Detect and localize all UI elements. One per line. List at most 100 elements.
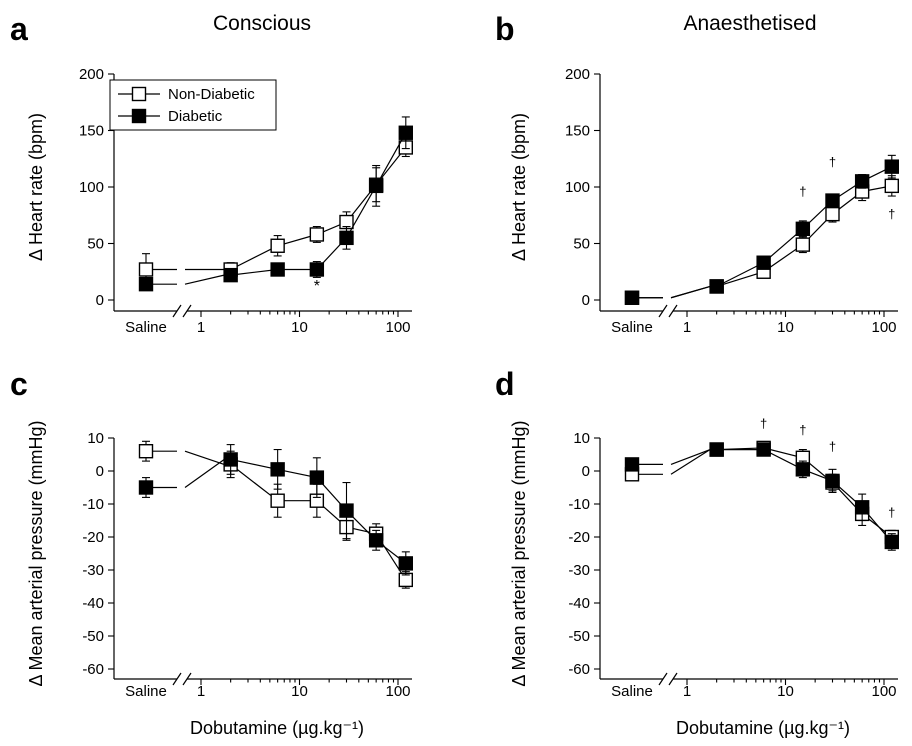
axis-break-mark (182, 304, 192, 318)
x-tick-label-saline: Saline (611, 319, 653, 336)
data-point-non-diabetic (795, 237, 811, 252)
data-point-diabetic (270, 462, 285, 477)
panel-letter: b (495, 11, 515, 47)
significance-mark: * (314, 278, 320, 295)
y-tick-label: 0 (96, 292, 104, 309)
data-point-diabetic (795, 221, 811, 237)
x-tick-label: 10 (291, 683, 308, 700)
significance-mark: † (799, 184, 806, 199)
x-tick-label-saline: Saline (125, 683, 167, 700)
data-point-diabetic (756, 255, 771, 270)
data-point-non-diabetic (270, 238, 285, 253)
y-tick-label: 0 (582, 292, 590, 309)
series-connector-first (670, 285, 711, 299)
y-tick-label: -30 (568, 562, 590, 579)
data-point-diabetic (138, 480, 154, 495)
x-axis-label: Dobutamine (µg.kg⁻¹) (676, 718, 850, 738)
panel-letter: d (495, 366, 515, 402)
data-point-diabetic (309, 262, 325, 277)
y-tick-label: 10 (573, 430, 590, 447)
data-point-diabetic (854, 500, 870, 515)
axis-break-mark (668, 304, 678, 318)
data-point-non-diabetic (884, 178, 899, 194)
data-point-diabetic (398, 556, 413, 571)
y-tick-label: 10 (87, 430, 104, 447)
significance-mark: † (888, 505, 895, 520)
panel-letter: a (10, 11, 28, 47)
y-tick-label: -50 (82, 628, 104, 645)
series-connector-first (670, 448, 711, 465)
data-point-diabetic (825, 473, 840, 489)
y-tick-label: -20 (568, 529, 590, 546)
series-connector-first (670, 449, 711, 475)
data-point-diabetic (624, 457, 640, 472)
data-point-non-diabetic (825, 206, 840, 222)
y-tick-label: -60 (568, 661, 590, 678)
significance-mark: † (829, 155, 836, 170)
data-point-diabetic (138, 276, 154, 292)
significance-mark: † (799, 423, 806, 438)
data-point-diabetic (624, 290, 640, 305)
legend-label: Diabetic (168, 108, 223, 125)
significance-mark: † (760, 416, 767, 431)
y-tick-label: -30 (82, 562, 104, 579)
x-tick-label: 100 (385, 683, 410, 700)
series-connector-first (184, 450, 225, 465)
x-tick-label: 10 (777, 319, 794, 336)
data-point-diabetic (339, 503, 354, 518)
data-point-non-diabetic (138, 262, 154, 277)
axis-break-mark (172, 672, 182, 686)
y-axis-label: Δ Heart rate (bpm) (26, 113, 46, 261)
series-connector-first (184, 274, 225, 285)
panel-title: Anaesthetised (683, 12, 816, 35)
x-tick-label: 100 (871, 319, 896, 336)
x-tick-label: 10 (777, 683, 794, 700)
data-point-diabetic (709, 279, 724, 294)
y-tick-label: 200 (565, 66, 590, 83)
y-tick-label: -20 (82, 529, 104, 546)
data-point-diabetic (368, 178, 384, 194)
y-axis-label: Δ Mean arterial pressure (mmHg) (26, 420, 46, 686)
series-connector-first (184, 458, 225, 488)
x-tick-label: 1 (683, 683, 691, 700)
data-point-diabetic (223, 267, 238, 283)
data-point-diabetic (309, 470, 325, 485)
axis-break-mark (668, 672, 678, 686)
x-tick-label: 1 (197, 319, 205, 336)
data-point-diabetic (795, 462, 811, 477)
x-tick-label: 1 (683, 319, 691, 336)
legend-marker-non-diabetic (131, 86, 147, 102)
data-point-diabetic (854, 174, 870, 189)
data-point-diabetic (339, 230, 354, 246)
x-axis-label: Dobutamine (µg.kg⁻¹) (190, 718, 364, 738)
y-tick-label: 0 (582, 463, 590, 480)
x-tick-label-saline: Saline (125, 319, 167, 336)
y-tick-label: -40 (82, 595, 104, 612)
y-tick-label: -40 (568, 595, 590, 612)
data-point-diabetic (368, 533, 384, 548)
legend-label: Non-Diabetic (168, 86, 255, 103)
axis-break-mark (658, 304, 668, 318)
x-tick-label-saline: Saline (611, 683, 653, 700)
x-tick-label: 100 (871, 683, 896, 700)
axis-break-mark (658, 672, 668, 686)
y-axis-label: Δ Mean arterial pressure (mmHg) (509, 420, 529, 686)
data-point-diabetic (270, 262, 285, 277)
axis-break-mark (182, 672, 192, 686)
y-tick-label: 50 (573, 236, 590, 253)
data-point-non-diabetic (270, 493, 285, 508)
axis-break-mark (172, 304, 182, 318)
y-tick-label: -10 (568, 496, 590, 513)
x-tick-label: 100 (385, 319, 410, 336)
data-point-diabetic (398, 125, 413, 140)
y-tick-label: 0 (96, 463, 104, 480)
y-tick-label: -10 (82, 496, 104, 513)
data-point-diabetic (825, 193, 840, 208)
data-point-non-diabetic (309, 227, 325, 242)
series-line (230, 132, 407, 276)
y-tick-label: 100 (79, 179, 104, 196)
y-tick-label: 100 (565, 179, 590, 196)
y-axis-label: Δ Heart rate (bpm) (509, 113, 529, 261)
data-point-diabetic (756, 442, 771, 457)
